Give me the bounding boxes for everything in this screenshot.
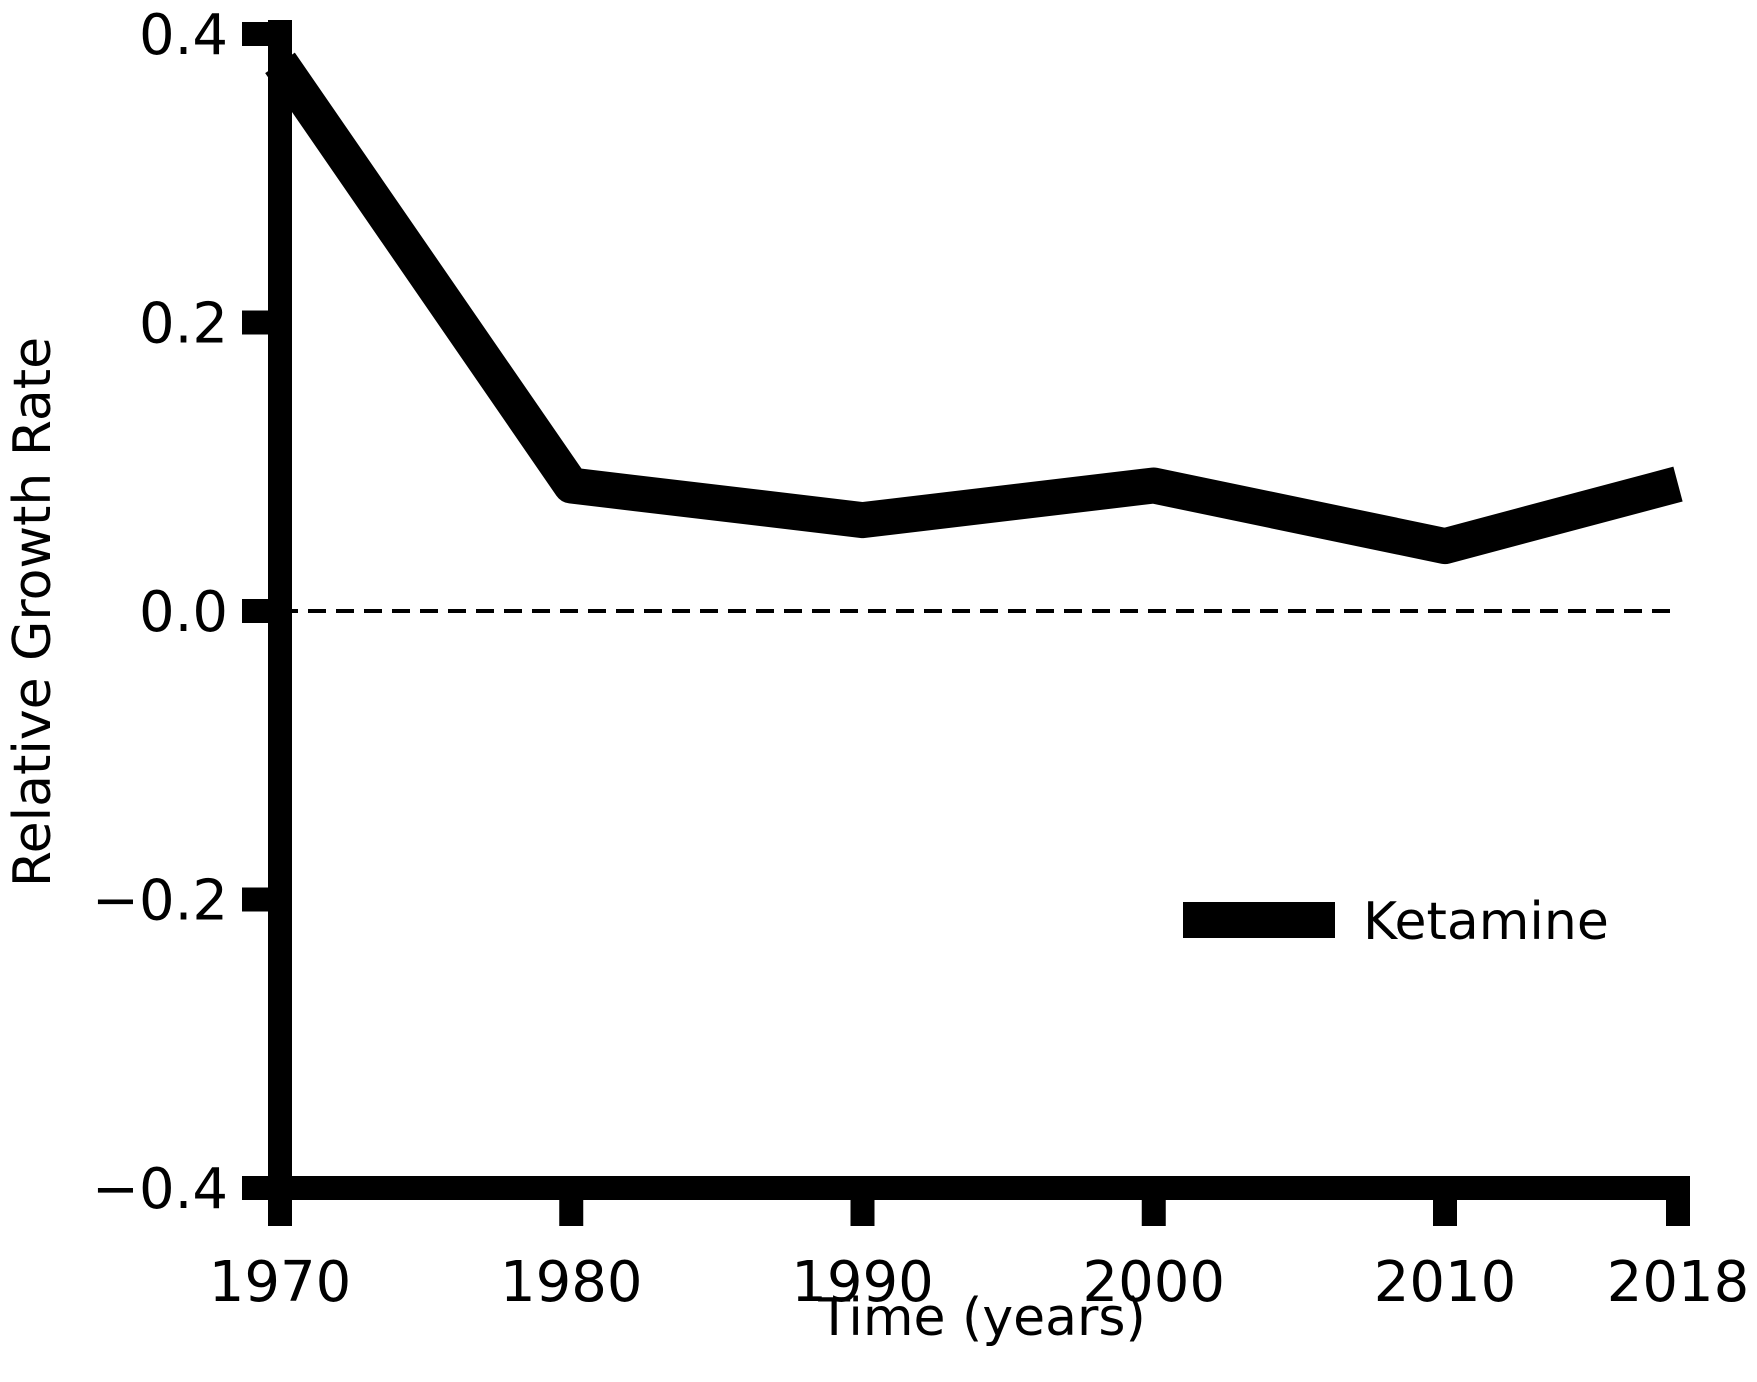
x-tick-label: 2010 bbox=[1374, 1250, 1517, 1315]
x-tick-label: 2018 bbox=[1607, 1250, 1750, 1315]
y-tick-label: 0.2 bbox=[139, 292, 228, 357]
x-tick-label: 1990 bbox=[791, 1250, 934, 1315]
legend-label-ketamine: Ketamine bbox=[1363, 892, 1609, 952]
y-axis-label: Relative Growth Rate bbox=[3, 337, 63, 887]
y-tick-label: 0.0 bbox=[139, 580, 228, 645]
x-tick-label: 1980 bbox=[500, 1250, 643, 1315]
x-axis-label: Time (years) bbox=[817, 1288, 1145, 1348]
x-tick-label: 2000 bbox=[1082, 1250, 1225, 1315]
legend-swatch-ketamine bbox=[1183, 902, 1335, 938]
series-line-ketamine bbox=[265, 52, 1683, 565]
y-tick-label: 0.4 bbox=[139, 3, 228, 68]
y-tick-label: −0.4 bbox=[92, 1157, 228, 1222]
x-tick-label: 1970 bbox=[209, 1250, 352, 1315]
y-tick-label: −0.2 bbox=[92, 869, 228, 934]
legend: Ketamine bbox=[1183, 892, 1609, 952]
